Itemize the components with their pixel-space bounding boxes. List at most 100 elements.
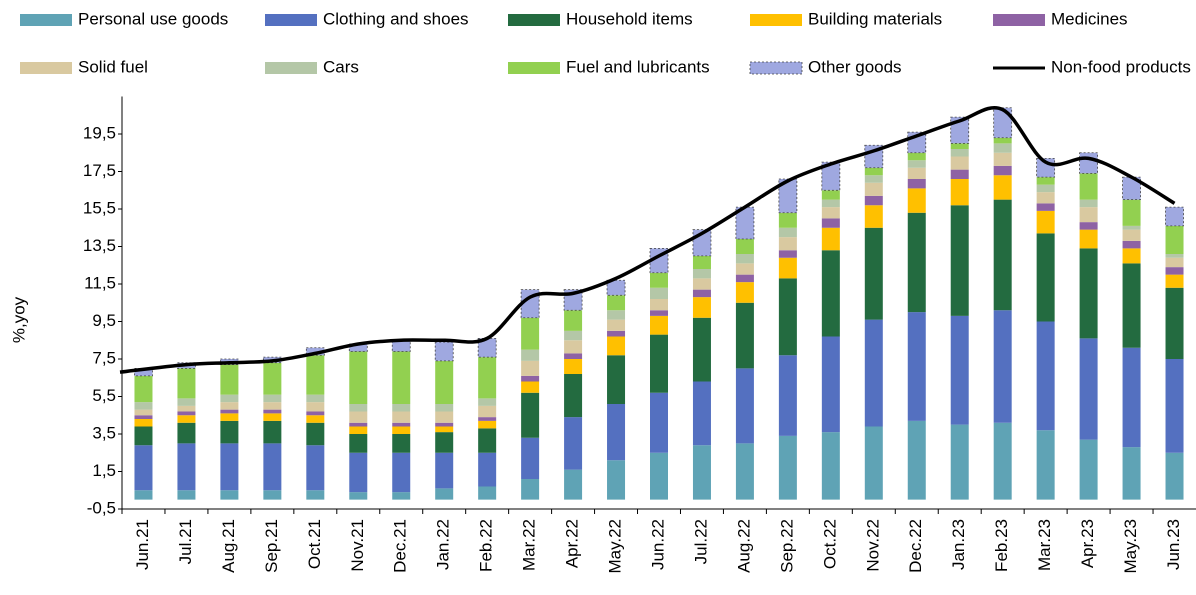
- bar-segment: [177, 411, 196, 416]
- bar-segment: [306, 411, 325, 416]
- bar-segment: [349, 426, 368, 434]
- bar-segment: [950, 149, 969, 157]
- bar-segment: [177, 422, 196, 444]
- x-tick-label: Jul.21: [176, 519, 195, 564]
- bar-segment: [478, 357, 497, 399]
- bar-segment: [735, 302, 754, 369]
- bar-segment: [392, 426, 411, 434]
- bar-segment: [564, 359, 583, 374]
- bar-segment: [907, 152, 926, 161]
- bar-segment: [1165, 274, 1184, 288]
- bar-segment: [177, 405, 196, 412]
- bar-segment: [1122, 447, 1141, 500]
- bar-segment: [1165, 287, 1184, 359]
- bar-segment: [1122, 225, 1141, 230]
- bar-segment: [134, 419, 153, 427]
- legend-label: Non-food products: [1051, 57, 1191, 76]
- y-tick-label: 5,5: [92, 386, 116, 405]
- bar-segment: [692, 445, 711, 500]
- bar-segment: [735, 274, 754, 283]
- bar-segment: [778, 278, 797, 356]
- x-tick-label: Jun.22: [648, 519, 667, 570]
- bar-segment: [1036, 233, 1055, 322]
- bar-segment: [306, 402, 325, 412]
- bar-segment: [392, 411, 411, 423]
- bar-segment: [950, 143, 969, 149]
- x-tick-label: Feb.22: [477, 519, 496, 572]
- bar-segment: [435, 432, 454, 453]
- bar-segment: [1165, 254, 1184, 258]
- bar-segment: [650, 392, 668, 453]
- bar-segment: [349, 422, 368, 427]
- bar-segment: [950, 169, 969, 179]
- bar-segment: [564, 417, 583, 470]
- bar-segment: [950, 315, 969, 425]
- bar-segment: [692, 381, 711, 446]
- bar-segment: [306, 422, 325, 446]
- bar-segment: [177, 490, 196, 500]
- bar-segment: [1079, 248, 1098, 339]
- bar-segment: [864, 319, 883, 427]
- bar-segment: [564, 340, 583, 354]
- bar-segment: [950, 424, 969, 500]
- bar-segment: [220, 364, 239, 395]
- bar-segment: [306, 394, 325, 403]
- bar-segment: [435, 452, 454, 489]
- x-tick-label: Apr.23: [1078, 519, 1097, 568]
- bar-segment: [349, 411, 368, 423]
- y-tick-label: 3,5: [92, 423, 116, 442]
- bar-segment: [607, 295, 626, 311]
- bar-segment: [392, 434, 411, 453]
- bar-segment: [821, 432, 840, 500]
- bar-segment: [478, 405, 497, 418]
- bar-segment: [263, 420, 282, 444]
- bar-segment: [435, 488, 454, 500]
- bar-segment: [1165, 257, 1184, 268]
- bar-segment: [392, 452, 411, 493]
- bar-segment: [220, 420, 239, 444]
- bar-segment: [521, 392, 540, 438]
- bar-segment: [392, 404, 411, 412]
- bar-segment: [1165, 267, 1184, 275]
- bar-segment: [521, 375, 540, 382]
- bar-segment: [177, 415, 196, 423]
- bar-segment: [1165, 206, 1184, 227]
- bar-segment: [220, 413, 239, 421]
- bar-segment: [821, 336, 840, 433]
- bar-segment: [907, 179, 926, 189]
- bar-segment: [1036, 177, 1055, 185]
- bar-segment: [735, 254, 754, 264]
- bar-segment: [306, 415, 325, 423]
- legend-swatch: [993, 14, 1045, 26]
- bar-segment: [1165, 225, 1184, 254]
- bar-segment: [349, 404, 368, 412]
- bar-segment: [907, 160, 926, 168]
- x-tick-label: Feb.23: [992, 519, 1011, 572]
- x-tick-label: Apr.22: [563, 519, 582, 568]
- y-tick-label: 7,5: [92, 348, 116, 367]
- legend-swatch: [508, 62, 560, 74]
- bar-segment: [1079, 222, 1098, 230]
- bar-segment: [778, 355, 797, 436]
- bar-segment: [821, 161, 841, 191]
- bar-segment: [864, 227, 883, 320]
- x-tick-label: May.22: [606, 519, 625, 574]
- bar-segment: [521, 360, 540, 376]
- bar-segment: [1036, 210, 1055, 234]
- bar-segment: [907, 188, 926, 213]
- x-tick-label: Dec.21: [391, 519, 410, 573]
- bar-segment: [907, 167, 926, 179]
- bar-segment: [692, 269, 711, 279]
- bar-segment: [993, 165, 1012, 176]
- bar-segment: [564, 353, 583, 359]
- y-tick-label: -0,5: [87, 498, 116, 517]
- bar-segment: [521, 381, 540, 393]
- bar-segment: [778, 212, 797, 228]
- bar-segment: [907, 312, 926, 421]
- bar-segment: [435, 426, 454, 433]
- bar-segment: [392, 492, 411, 500]
- bar-segment: [821, 190, 840, 200]
- bar-segment: [1036, 203, 1055, 211]
- y-tick-label: 15,5: [83, 198, 116, 217]
- bar-segment: [1079, 199, 1098, 208]
